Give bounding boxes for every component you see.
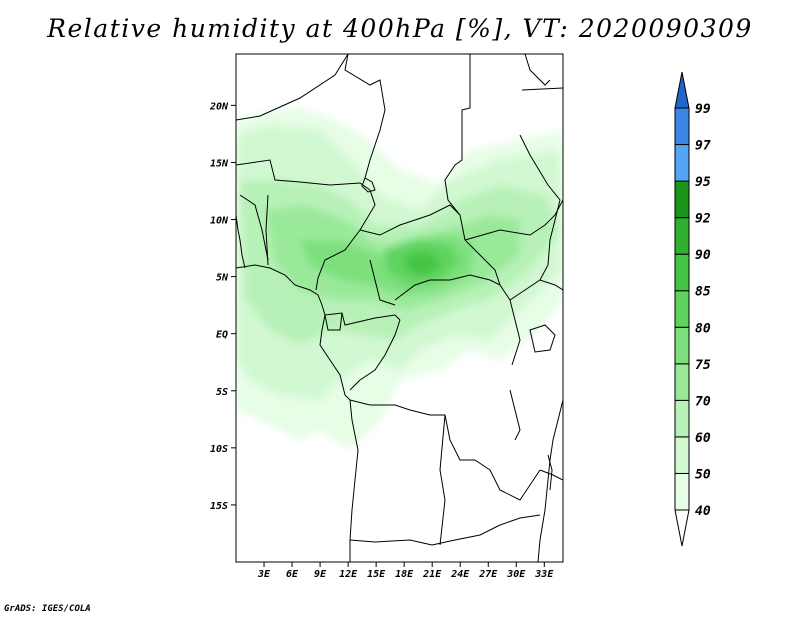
colorbar-label: 85 xyxy=(695,285,711,300)
border-zambia-south xyxy=(431,514,541,546)
colorbar-label: 99 xyxy=(695,102,711,117)
border-drc-zambia xyxy=(489,469,541,501)
colorbar-segment xyxy=(674,144,690,182)
lat-tick-label: 10S xyxy=(210,444,228,455)
lon-tick-label: 24E xyxy=(450,569,470,580)
colorbar-label: 60 xyxy=(695,431,711,446)
colorbar-segment xyxy=(674,253,690,292)
border-niger-south xyxy=(236,159,371,191)
colorbar-segment xyxy=(674,472,690,511)
colorbar-label: 80 xyxy=(695,321,711,336)
border-nigeria-cameroon xyxy=(315,189,376,291)
colorbar-label: 50 xyxy=(695,467,711,482)
border-algeria-libya xyxy=(236,54,349,121)
map-frame xyxy=(235,53,564,563)
lon-tick-label: 6E xyxy=(286,569,299,580)
border-congo-drc xyxy=(349,319,401,391)
coast-red-sea xyxy=(524,54,551,86)
latitude-axis: 20N 15N 10N 5N EQ 5S 10S 15S xyxy=(209,101,236,512)
colorbar-label: 90 xyxy=(695,248,711,263)
border-car-south xyxy=(394,274,511,301)
colorbar-top-triangle xyxy=(674,71,690,109)
border-car-sudan xyxy=(464,239,501,286)
lake-victoria xyxy=(529,324,556,353)
lat-tick-label: 10N xyxy=(210,216,229,227)
border-drc-uganda xyxy=(509,299,521,366)
lake-malawi xyxy=(547,454,553,491)
colorbar: 40 50 60 70 75 80 85 90 92 95 97 99 xyxy=(674,71,711,547)
lake-tanganyika xyxy=(509,389,521,441)
lon-tick-label: 12E xyxy=(339,569,358,580)
colorbar-segment xyxy=(674,326,690,365)
coast-east-africa xyxy=(537,399,563,562)
rh-90-region xyxy=(405,252,442,276)
lon-tick-label: 33E xyxy=(534,569,554,580)
colorbar-label: 97 xyxy=(695,139,711,154)
colorbar-segment xyxy=(674,399,690,438)
lake-chad xyxy=(361,177,376,193)
lat-tick-label: 5N xyxy=(216,273,229,284)
country-borders xyxy=(236,54,563,546)
grads-credit: GrADS: IGES/COLA xyxy=(4,604,91,614)
lon-tick-label: 3E xyxy=(257,569,271,580)
lat-tick-label: 15N xyxy=(210,158,229,169)
lon-tick-label: 15E xyxy=(367,569,386,580)
coastlines xyxy=(236,54,563,562)
lat-tick-label: 5S xyxy=(216,387,228,398)
map-title: Relative humidity at 400hPa [%], VT: 202… xyxy=(47,14,753,43)
border-chad-north xyxy=(344,54,386,179)
humidity-field xyxy=(236,108,563,450)
lon-tick-label: 21E xyxy=(422,569,442,580)
colorbar-segment xyxy=(674,290,690,328)
colorbar-label: 75 xyxy=(695,358,711,373)
border-drc-angola xyxy=(349,399,491,471)
border-angola-namibia xyxy=(349,539,433,546)
border-south-sudan-east xyxy=(509,279,563,301)
border-tanzania-mozambique xyxy=(539,469,563,481)
colorbar-segment xyxy=(674,180,690,219)
colorbar-segment xyxy=(674,217,690,255)
coast-west-africa xyxy=(236,264,359,562)
lat-tick-label: EQ xyxy=(216,330,228,341)
colorbar-segment xyxy=(674,363,690,401)
colorbar-label: 70 xyxy=(695,394,711,409)
colorbar-label: 40 xyxy=(695,504,711,519)
longitude-axis: 3E 6E 9E 12E 15E 18E 21E 24E 27E 30E 33E xyxy=(257,562,554,580)
colorbar-label: 95 xyxy=(695,175,711,190)
colorbar-segment xyxy=(674,107,690,146)
lon-tick-label: 18E xyxy=(395,569,414,580)
coast-gulf-guinea xyxy=(236,214,246,269)
colorbar-segment xyxy=(674,436,690,474)
lon-tick-label: 9E xyxy=(314,569,327,580)
lon-tick-label: 30E xyxy=(506,569,526,580)
border-gabon-congo xyxy=(324,312,401,326)
nile-region xyxy=(521,87,563,91)
lat-tick-label: 20N xyxy=(209,101,229,112)
border-chad-sudan xyxy=(444,164,461,216)
border-eq-guinea xyxy=(324,312,343,331)
lon-tick-label: 27E xyxy=(478,569,498,580)
border-libya-egypt-sudan xyxy=(454,54,471,166)
humidity-shading xyxy=(236,108,563,450)
colorbar-bottom-triangle xyxy=(674,509,690,547)
border-ethiopia xyxy=(519,134,561,281)
border-angola-zambia xyxy=(439,414,446,546)
border-cameroon-car xyxy=(369,259,396,306)
border-benin-nigeria xyxy=(265,194,269,266)
border-burkina-benin xyxy=(239,194,269,261)
colorbar-label: 92 xyxy=(695,212,711,227)
border-sudan-south-sudan xyxy=(464,199,563,241)
lat-tick-label: 15S xyxy=(210,501,228,512)
